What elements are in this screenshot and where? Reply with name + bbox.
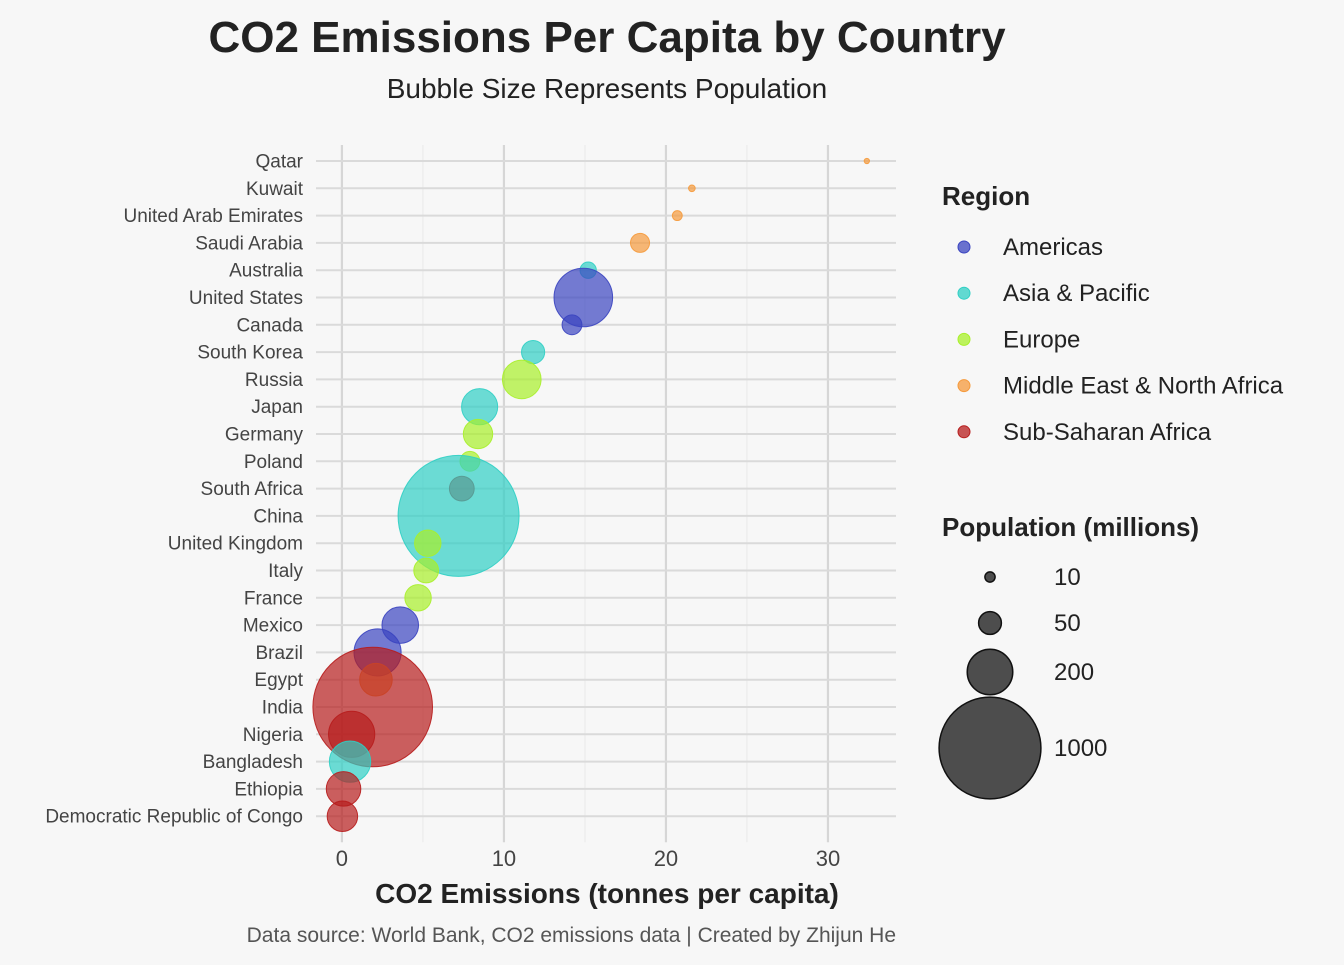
size-legend-bubble — [938, 696, 1042, 800]
chart-subtitle: Bubble Size Represents Population — [387, 73, 828, 104]
bubble-point: United Arab Emirates — [671, 210, 683, 222]
legend-swatch — [957, 286, 971, 300]
bubble-point: France — [404, 584, 432, 612]
bubble-point: Kuwait — [688, 184, 696, 193]
y-tick-label: South Africa — [201, 479, 304, 500]
y-tick-label: Saudi Arabia — [195, 233, 303, 254]
x-tick-label: 30 — [816, 846, 840, 871]
y-tick-label: Germany — [225, 425, 304, 446]
legend-label: Americas — [1003, 234, 1103, 261]
x-tick-label: 20 — [654, 846, 678, 871]
legend-label: Middle East & North Africa — [1003, 373, 1284, 400]
size-legend-label: 10 — [1054, 564, 1081, 591]
chart-caption: Data source: World Bank, CO2 emissions d… — [247, 924, 896, 947]
legend-label: Europe — [1003, 326, 1080, 353]
bubble-point: Saudi Arabia — [629, 232, 651, 253]
y-tick-label: United States — [189, 288, 303, 309]
x-axis-labels: 0 10 20 30 — [336, 846, 840, 871]
legend-swatch — [957, 379, 971, 393]
size-legend: Population (millions) 10 50 200 1000 — [938, 512, 1199, 800]
y-tick-label: India — [262, 698, 304, 719]
bubble-point: United Kingdom — [414, 529, 442, 557]
region-legend-title: Region — [942, 181, 1030, 211]
bubbles: Qatar Kuwait United Arab Emirates Saudi Ara… — [312, 157, 870, 832]
y-tick-label: Bangladesh — [203, 752, 303, 773]
y-tick-label: France — [244, 588, 303, 609]
y-tick-label: Russia — [245, 370, 304, 391]
y-tick-label: Mexico — [243, 616, 303, 637]
y-tick-label: Italy — [268, 561, 303, 582]
bubble-point: Germany — [462, 418, 494, 450]
y-tick-label: Qatar — [255, 152, 303, 173]
y-tick-label: Poland — [244, 452, 303, 473]
legend-swatch — [957, 332, 971, 346]
y-tick-label: Democratic Republic of Congo — [45, 807, 303, 828]
x-tick-label: 10 — [492, 846, 516, 871]
y-axis-labels: Qatar Kuwait United Arab Emirates Saudi Ara… — [45, 152, 303, 828]
size-legend-label: 50 — [1054, 610, 1081, 637]
bubble-point: United States — [553, 267, 614, 328]
size-legend-title: Population (millions) — [942, 512, 1199, 542]
legend-label: Asia & Pacific — [1003, 280, 1150, 307]
x-axis-title: CO2 Emissions (tonnes per capita) — [375, 878, 839, 909]
legend-swatch — [957, 425, 971, 439]
x-tick-label: 0 — [336, 846, 348, 871]
bubble-point: Democratic Republic of Congo — [326, 800, 359, 832]
y-tick-label: China — [253, 506, 303, 527]
size-legend-label: 1000 — [1054, 735, 1107, 762]
bubble-point: Qatar — [863, 157, 870, 165]
y-tick-label: United Arab Emirates — [123, 206, 303, 227]
y-tick-label: Egypt — [254, 670, 303, 691]
size-legend-bubble — [977, 610, 1003, 636]
y-tick-label: Japan — [251, 397, 303, 418]
bubble-point: Russia — [501, 359, 542, 400]
bubble-point: Canada — [561, 314, 583, 336]
y-tick-label: Brazil — [255, 643, 303, 664]
legend-label: Sub-Saharan Africa — [1003, 419, 1212, 446]
y-tick-label: United Kingdom — [168, 534, 303, 555]
bubble-point: Italy — [413, 557, 440, 584]
bubble-point: China — [397, 454, 520, 577]
bubble-point: India — [312, 646, 434, 768]
y-tick-label: South Korea — [197, 343, 303, 364]
region-legend: Region Americas Asia & Pacific Europe Middl… — [942, 181, 1284, 446]
size-legend-label: 200 — [1054, 659, 1094, 686]
y-tick-label: Canada — [236, 315, 303, 336]
size-legend-bubble — [984, 571, 996, 583]
chart-title: CO2 Emissions Per Capita by Country — [208, 13, 1006, 62]
size-legend-bubble — [966, 648, 1014, 696]
y-tick-label: Australia — [229, 261, 303, 282]
y-tick-label: Kuwait — [246, 179, 304, 200]
legend-swatch — [957, 240, 971, 254]
y-tick-label: Nigeria — [243, 725, 304, 746]
y-tick-label: Ethiopia — [234, 779, 303, 800]
